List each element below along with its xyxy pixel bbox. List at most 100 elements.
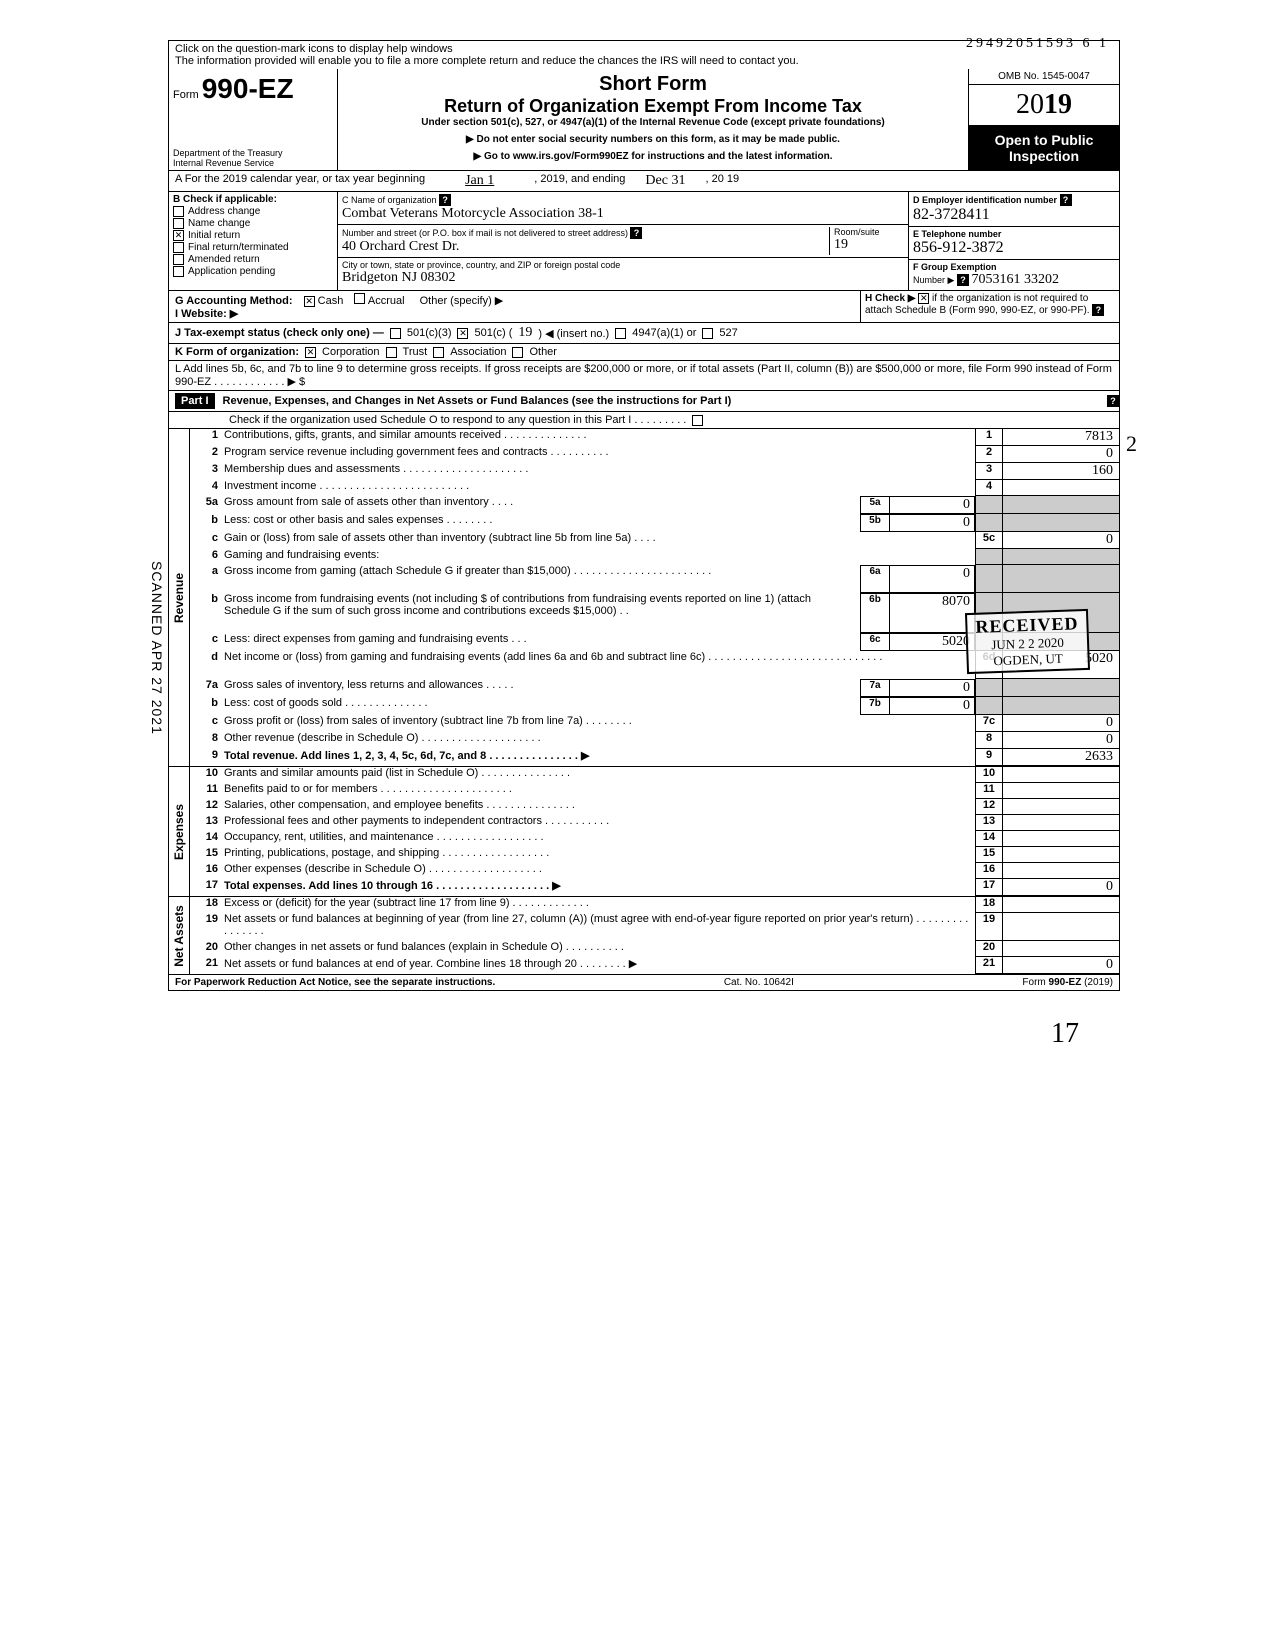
expenses-lines: 10Grants and similar amounts paid (list …	[190, 767, 1119, 896]
line-a-end2: , 20 19	[705, 173, 739, 189]
r-num: 10	[975, 767, 1003, 783]
r-val: 7813	[1003, 429, 1119, 446]
line-j: J Tax-exempt status (check only one) — 5…	[169, 323, 1119, 344]
c-column: C Name of organization ? Combat Veterans…	[338, 192, 908, 290]
right-box: OMB No. 1545-0047 2019 Open to Public In…	[969, 69, 1119, 170]
line-num: 9	[190, 749, 224, 766]
checkbox-icon[interactable]	[433, 347, 444, 358]
r-num: 3	[975, 463, 1003, 480]
help-icon[interactable]: ?	[630, 227, 642, 239]
b-item-label: Address change	[188, 206, 260, 217]
line-text: Program service revenue including govern…	[224, 446, 975, 463]
line-num: 14	[190, 831, 224, 847]
help-icon[interactable]: ?	[1092, 304, 1104, 316]
in-val: 0	[890, 514, 975, 532]
checkbox-icon[interactable]	[305, 347, 316, 358]
i-label: I Website: ▶	[175, 308, 238, 320]
line-num: b	[190, 697, 224, 715]
checkbox-icon[interactable]	[173, 242, 184, 253]
checkbox-icon[interactable]	[173, 206, 184, 217]
in-num: 7b	[860, 697, 890, 715]
b-item-0[interactable]: Address change	[173, 206, 333, 217]
h-right: H Check ▶ if the organization is not req…	[860, 291, 1119, 322]
form-number-box: Form 990-EZ Department of the Treasury I…	[169, 69, 338, 170]
g-accrual: Accrual	[368, 295, 405, 307]
line-num: b	[190, 514, 224, 532]
line-text: Total expenses. Add lines 10 through 16 …	[224, 879, 975, 896]
line-text: Gross amount from sale of assets other t…	[224, 496, 860, 514]
expenses-side: Expenses	[169, 767, 190, 896]
b-item-5[interactable]: Application pending	[173, 266, 333, 277]
line-text: Gross profit or (loss) from sales of inv…	[224, 715, 975, 732]
b-item-3[interactable]: Final return/terminated	[173, 242, 333, 253]
checkbox-icon[interactable]	[692, 415, 703, 426]
checkbox-icon[interactable]	[457, 328, 468, 339]
dept-block: Department of the Treasury Internal Reve…	[173, 148, 283, 168]
help-icon[interactable]: ?	[1107, 395, 1119, 407]
c-city-row: City or town, state or province, country…	[338, 258, 908, 288]
line-num: 13	[190, 815, 224, 831]
header-row: Form 990-EZ Department of the Treasury I…	[169, 69, 1119, 171]
checkbox-icon[interactable]	[173, 266, 184, 277]
line-num: 17	[190, 879, 224, 896]
line-num: 19	[190, 913, 224, 941]
g-left: G Accounting Method: Cash Accrual Other …	[169, 291, 860, 322]
b-item-4[interactable]: Amended return	[173, 254, 333, 265]
b-item-label: Final return/terminated	[188, 242, 289, 253]
b-item-2[interactable]: Initial return	[173, 230, 333, 241]
d-ein-row: D Employer identification number ? 82-37…	[909, 192, 1119, 227]
help-line-2: The information provided will enable you…	[175, 55, 1113, 67]
r-val	[1003, 799, 1119, 815]
line-text: Printing, publications, postage, and shi…	[224, 847, 975, 863]
r-num: 15	[975, 847, 1003, 863]
checkbox-icon[interactable]	[173, 254, 184, 265]
help-icon[interactable]: ?	[957, 274, 969, 286]
j-4947: 4947(a)(1) or	[632, 327, 696, 339]
r-val	[1003, 941, 1119, 957]
c-label: C Name of organization	[342, 195, 437, 205]
checkbox-icon[interactable]	[615, 328, 626, 339]
checkbox-icon[interactable]	[304, 296, 315, 307]
r-val: 0	[1003, 715, 1119, 732]
b-item-label: Initial return	[188, 230, 240, 241]
r-num: 17	[975, 879, 1003, 896]
r-val	[1003, 913, 1119, 941]
line-num: a	[190, 565, 224, 593]
open-public: Open to Public Inspection	[969, 126, 1119, 170]
expenses-section: Expenses 10Grants and similar amounts pa…	[169, 767, 1119, 897]
help-icon[interactable]: ?	[439, 194, 451, 206]
r-val: 0	[1003, 446, 1119, 463]
checkbox-icon[interactable]	[390, 328, 401, 339]
b-item-1[interactable]: Name change	[173, 218, 333, 229]
in-num: 6c	[860, 633, 890, 651]
r-val	[1003, 767, 1119, 783]
line-a: A For the 2019 calendar year, or tax yea…	[169, 171, 1119, 192]
line-text: Net assets or fund balances at beginning…	[224, 913, 975, 941]
b-item-label: Amended return	[188, 254, 260, 265]
in-num: 6a	[860, 565, 890, 593]
checkbox-icon[interactable]	[918, 293, 929, 304]
checkbox-icon[interactable]	[354, 293, 365, 304]
checkbox-icon[interactable]	[512, 347, 523, 358]
r-num: 4	[975, 480, 1003, 496]
checkbox-icon[interactable]	[173, 218, 184, 229]
checkbox-icon[interactable]	[386, 347, 397, 358]
r-num: 19	[975, 913, 1003, 941]
checkbox-icon[interactable]	[702, 328, 713, 339]
k-label: K Form of organization:	[175, 346, 299, 358]
line-num: 20	[190, 941, 224, 957]
line-text: Salaries, other compensation, and employ…	[224, 799, 975, 815]
line-text: Grants and similar amounts paid (list in…	[224, 767, 975, 783]
checkbox-icon[interactable]	[173, 230, 184, 241]
line-num: 18	[190, 897, 224, 913]
r-num: 7c	[975, 715, 1003, 732]
line-num: 15	[190, 847, 224, 863]
g-label: G Accounting Method:	[175, 295, 293, 307]
r-num: 18	[975, 897, 1003, 913]
line-text: Other revenue (describe in Schedule O) .…	[224, 732, 975, 749]
omb-number: OMB No. 1545-0047	[969, 69, 1119, 85]
c-room-label: Room/suite	[834, 227, 880, 237]
help-icon[interactable]: ?	[1060, 194, 1072, 206]
part-title: Revenue, Expenses, and Changes in Net As…	[223, 395, 1107, 407]
r-val: 0	[1003, 532, 1119, 549]
